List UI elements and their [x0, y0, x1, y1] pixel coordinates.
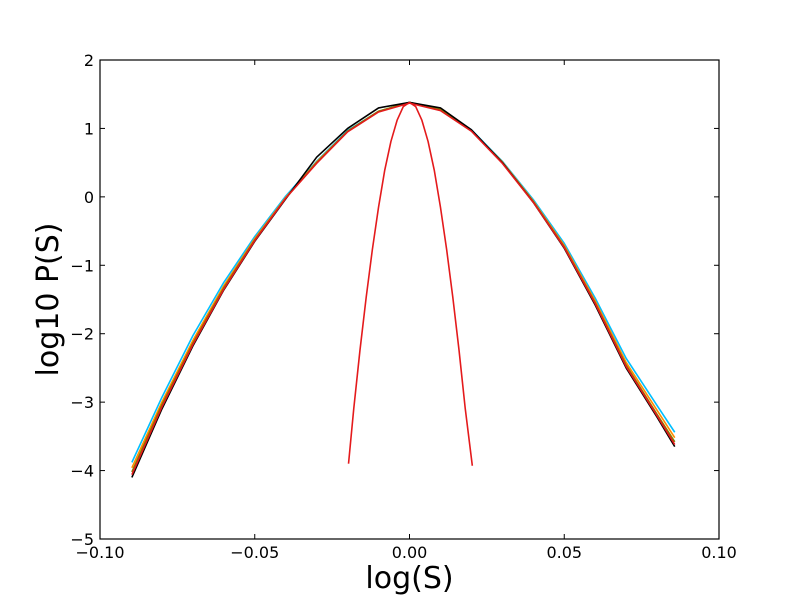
y-tick-label: 1 [84, 119, 94, 138]
y-tick-label: −4 [70, 462, 94, 481]
x-tick-label: −0.10 [75, 543, 124, 562]
y-tick-label: 0 [84, 188, 94, 207]
x-tick-label: 0.00 [392, 543, 428, 562]
series-line-5 [347, 101, 474, 466]
y-tick-label: −3 [70, 393, 94, 412]
y-tick-label: −5 [70, 530, 94, 549]
x-axis-label: log(S) [365, 561, 453, 596]
y-axis-label: log10 P(S) [31, 223, 66, 377]
x-tick-label: 0.10 [701, 543, 737, 562]
x-tick-label: −0.05 [230, 543, 279, 562]
y-tick-label: −2 [70, 325, 94, 344]
tick-layer: −0.10 −0.05 0.00 0.05 0.10 −5 −4 −3 −2 −1 0 1 2 [70, 51, 736, 562]
x-tick-label: 0.05 [546, 543, 582, 562]
y-tick-label: −1 [70, 256, 94, 275]
series-layer [131, 101, 676, 478]
plot-area [100, 60, 719, 539]
y-tick-label: 2 [84, 51, 94, 70]
